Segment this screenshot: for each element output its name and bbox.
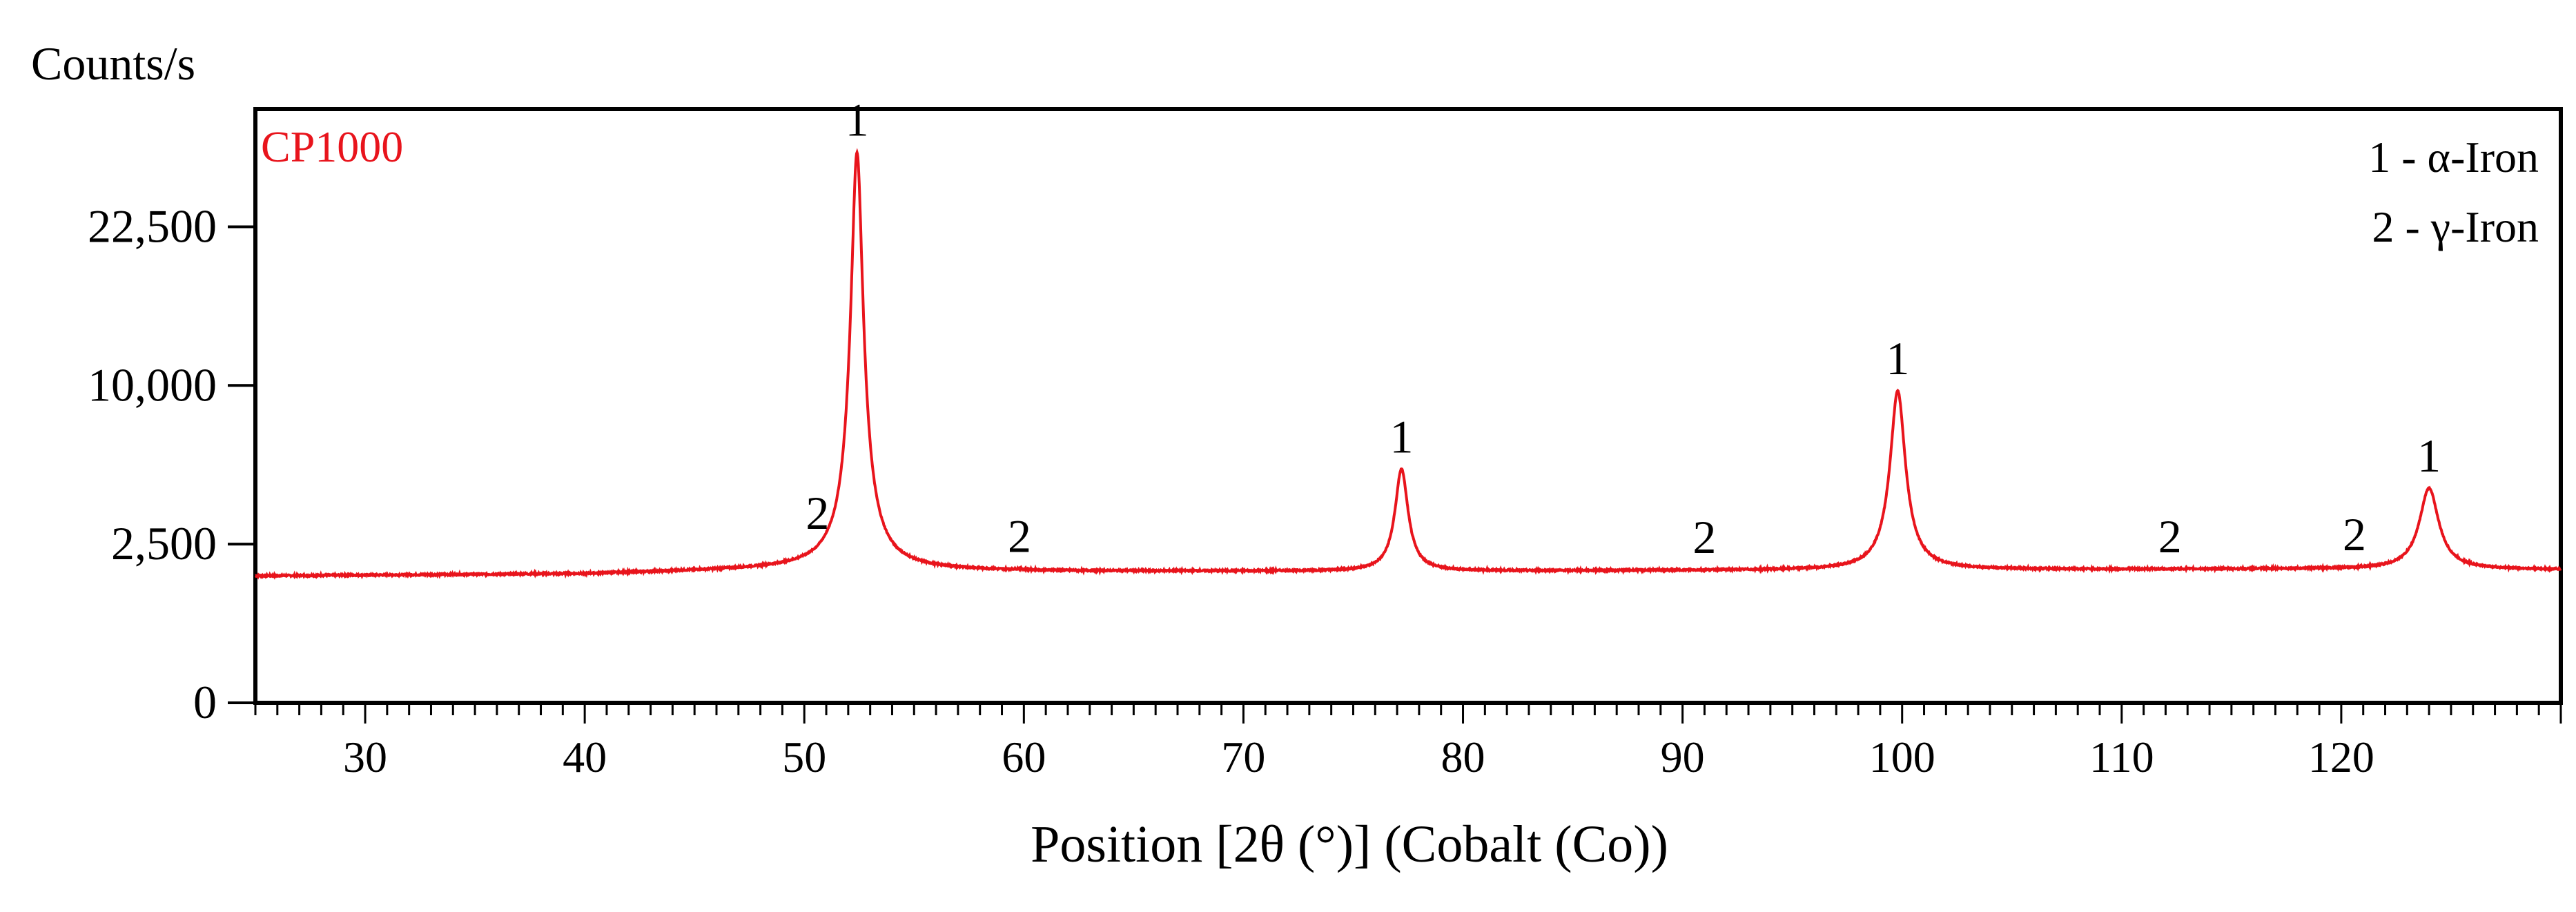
series-line: [254, 148, 2562, 580]
sample-label: CP1000: [261, 122, 403, 171]
y-axis: 0 2,500 10,000 22,500: [88, 200, 255, 728]
x-tick-label: 70: [1221, 732, 1265, 782]
plot-frame: [253, 107, 2563, 705]
legend: 1 - α-Iron 2 - γ-Iron: [2368, 133, 2539, 251]
x-tick-label: 50: [782, 732, 826, 782]
peak-label-1: 1: [846, 94, 869, 146]
peak-label-1: 1: [1886, 332, 1909, 385]
x-tick-label: 80: [1441, 732, 1485, 782]
x-tick-label: 110: [2089, 732, 2154, 782]
y-tick-label: 10,000: [88, 358, 217, 411]
x-tick-label: 30: [343, 732, 387, 782]
x-tick-label: 100: [1869, 732, 1935, 782]
y-axis-title: Counts/s: [31, 37, 195, 90]
x-axis: 30 40 50 60 70 80 90 100 110 120: [254, 703, 2562, 782]
y-tick-label: 22,500: [88, 200, 217, 252]
peak-label-1: 1: [2417, 429, 2441, 482]
y-tick-label: 2,500: [111, 517, 217, 570]
y-tick-label: 0: [193, 676, 217, 728]
peak-label-1: 1: [1389, 410, 1413, 463]
peak-label-2: 2: [2343, 508, 2366, 561]
peak-label-2: 2: [2158, 510, 2182, 563]
peak-label-2: 2: [1008, 510, 1031, 563]
x-tick-label: 40: [563, 732, 607, 782]
legend-entry-2: 2 - γ-Iron: [2372, 202, 2539, 251]
peak-label-2: 2: [806, 487, 829, 539]
peak-label-2: 2: [1692, 511, 1716, 563]
x-tick-label: 90: [1661, 732, 1705, 782]
x-tick-label: 120: [2308, 732, 2374, 782]
legend-entry-1: 1 - α-Iron: [2368, 133, 2539, 182]
x-axis-title: Position [2θ (°)] (Cobalt (Co)): [1031, 815, 1668, 873]
x-tick-label: 60: [1002, 732, 1046, 782]
